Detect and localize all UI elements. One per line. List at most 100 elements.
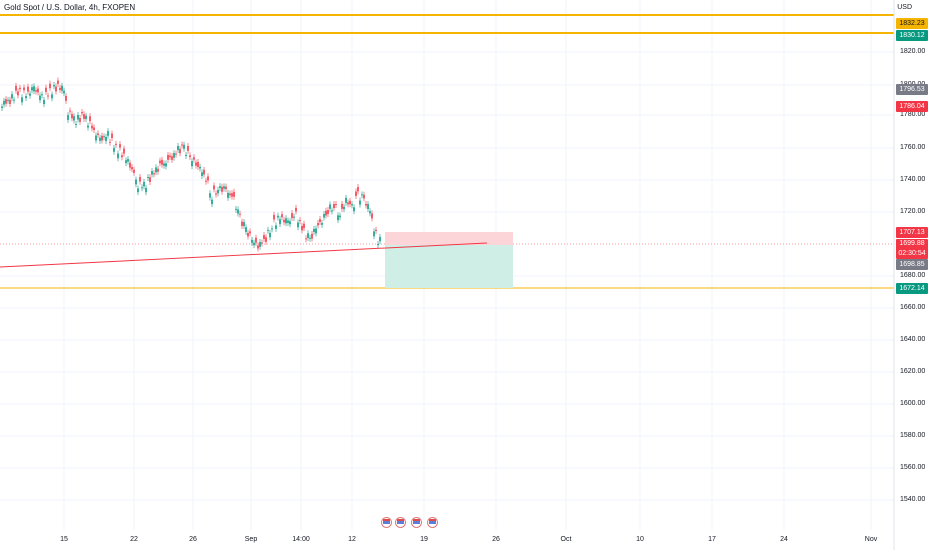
candle-body (329, 204, 331, 209)
candle-body (299, 220, 301, 222)
candle-body (227, 192, 229, 198)
y-tick: 1580.00 (900, 432, 926, 439)
candle-body (361, 194, 363, 196)
us-flag-icon[interactable] (395, 517, 406, 528)
candle-body (73, 116, 75, 121)
candle-body (91, 125, 93, 129)
us-flag-icon[interactable] (411, 517, 422, 528)
price-badge-take-profit[interactable]: 1672.14 (896, 283, 928, 294)
y-tick: 1820.00 (900, 48, 926, 55)
candle-body (293, 216, 295, 218)
candle-body (225, 186, 227, 190)
candle-body (109, 141, 111, 143)
x-tick: 17 (708, 536, 716, 543)
candle-body (277, 215, 279, 218)
candle-body (281, 214, 283, 218)
candle-body (129, 162, 131, 168)
candle-body (275, 225, 277, 229)
candle-body (199, 166, 201, 169)
candle-body (197, 161, 199, 167)
y-tick: 1680.00 (900, 272, 926, 279)
candle-body (343, 206, 345, 210)
candle-body (85, 115, 87, 120)
price-badge-entry[interactable]: 1698.85 (896, 259, 928, 270)
candle-body (345, 197, 347, 203)
x-tick: 14:00 (292, 536, 310, 543)
candle-body (271, 228, 273, 230)
candle-body (63, 90, 65, 94)
price-badge-level-3[interactable]: 1796.53 (896, 84, 928, 95)
candle-body (377, 243, 379, 245)
candle-body (189, 155, 191, 158)
candle-body (21, 97, 23, 103)
candle-body (267, 229, 269, 231)
candle-body (141, 187, 143, 189)
candle-body (13, 99, 15, 101)
candle-body (49, 83, 51, 89)
candle-body (325, 210, 327, 216)
candle-body (359, 200, 361, 205)
last-price-value: 1699.88 (899, 240, 925, 247)
candle-body (123, 148, 125, 154)
candle-body (229, 193, 231, 196)
candle-body (17, 91, 19, 96)
candle-body (367, 204, 369, 210)
y-tick: 1740.00 (900, 176, 926, 183)
x-tick: Sep (244, 536, 258, 543)
candle-body (59, 87, 61, 90)
price-badge-level-1[interactable]: 1832.23 (896, 18, 928, 29)
price-badge-level-2[interactable]: 1830.12 (896, 30, 928, 41)
candle-body (87, 125, 89, 128)
candle-body (169, 155, 171, 158)
candle-body (337, 215, 339, 221)
candle-body (347, 202, 349, 205)
us-flag-icon[interactable] (381, 517, 392, 528)
candle-body (303, 223, 305, 229)
candle-body (249, 231, 251, 234)
x-tick: 10 (636, 536, 644, 543)
candle-body (211, 199, 213, 205)
candle-body (55, 86, 57, 92)
candle-body (201, 172, 203, 176)
trendline[interactable] (0, 242, 488, 268)
x-tick: 22 (130, 536, 138, 543)
x-tick: Oct (560, 536, 572, 543)
take-profit-zone[interactable] (385, 245, 513, 288)
stop-loss-zone[interactable] (385, 232, 513, 245)
candle-body (177, 146, 179, 151)
candle-body (207, 176, 209, 181)
candle-body (111, 133, 113, 139)
candle-body (283, 219, 285, 223)
candle-body (247, 232, 249, 237)
price-badge-level-4[interactable]: 1786.04 (896, 101, 928, 112)
candle-body (255, 237, 257, 243)
candle-body (15, 85, 17, 91)
candle-body (153, 173, 155, 175)
us-flag-icon[interactable] (427, 517, 438, 528)
candle-body (339, 215, 341, 218)
candle-body (27, 86, 29, 92)
candle-body (279, 219, 281, 225)
candle-body (41, 94, 43, 96)
candle-body (335, 204, 337, 206)
candle-body (171, 156, 173, 160)
candle-body (119, 144, 121, 148)
candle-body (95, 135, 97, 141)
y-tick: 1600.00 (900, 400, 926, 407)
price-badge-stop-loss[interactable]: 1707.13 (896, 227, 928, 238)
candle-body (181, 144, 183, 146)
y-tick: 1780.00 (900, 111, 926, 118)
candle-body (287, 220, 289, 223)
candle-body (105, 136, 107, 142)
candle-body (223, 186, 225, 189)
y-tick: 1720.00 (900, 208, 926, 215)
candle-body (241, 221, 243, 226)
candle-body (9, 99, 11, 104)
last-price-badge[interactable]: 1699.88 02:30:54 (896, 239, 928, 259)
candle-body (139, 176, 141, 182)
candle-body (115, 143, 117, 145)
candle-body (79, 118, 81, 122)
candle-body (301, 225, 303, 231)
